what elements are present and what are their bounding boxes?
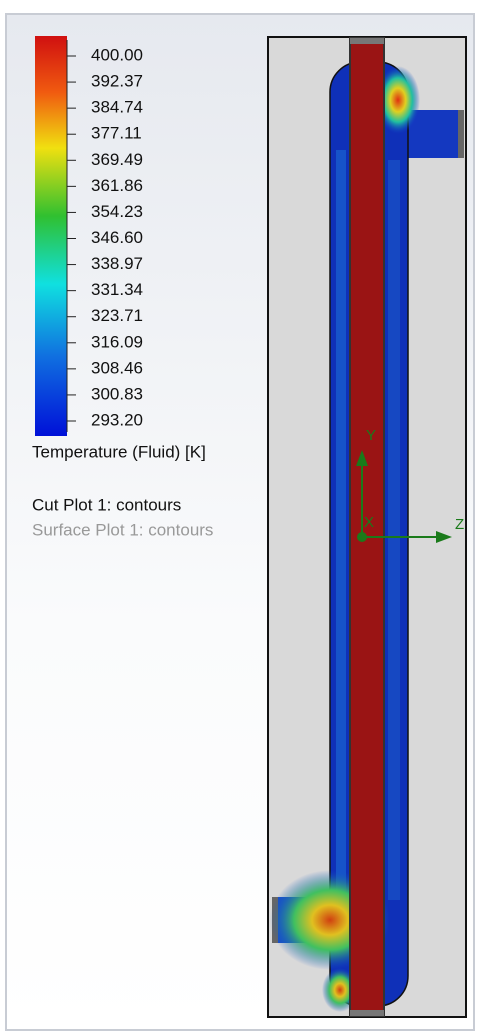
scale-label: 377.11 <box>91 124 142 143</box>
scale-label: 300.83 <box>91 384 143 403</box>
plot-name: Surface Plot 1: contours <box>32 520 213 539</box>
plot-name: Cut Plot 1: contours <box>32 495 181 514</box>
scale-label: 338.97 <box>91 254 143 273</box>
axis-label: X <box>364 514 374 531</box>
scale-label: 384.74 <box>91 98 143 117</box>
fluid-layer <box>388 160 400 900</box>
fluid-layer <box>336 150 346 900</box>
color-scale <box>35 36 67 436</box>
scale-label: 331.34 <box>91 280 143 299</box>
axis-label: Y <box>366 427 376 444</box>
rod-cap <box>350 38 384 44</box>
scale-label: 323.71 <box>91 306 143 325</box>
scale-label: 346.60 <box>91 228 143 247</box>
scale-label: 316.09 <box>91 332 143 351</box>
scale-label: 293.20 <box>91 410 143 429</box>
outlet-lid <box>458 110 464 158</box>
scale-label: 361.86 <box>91 176 143 195</box>
screenshot: 400.00 392.37 384.74 377.11 369.49 361.86 354.… <box>0 0 481 1036</box>
triad-origin <box>357 532 367 542</box>
scale-label: 369.49 <box>91 150 143 169</box>
rod-cap <box>350 1010 384 1016</box>
scale-label: 392.37 <box>91 72 143 91</box>
axis-label: Z <box>455 516 464 533</box>
page: {"legend": {"labels": ["400.00", "392.37… <box>0 0 481 1036</box>
scale-label: 400.00 <box>91 45 143 64</box>
scale-label: 354.23 <box>91 202 143 221</box>
scale-label: 308.46 <box>91 358 143 377</box>
legend-title: Temperature (Fluid) [K] <box>32 442 206 461</box>
